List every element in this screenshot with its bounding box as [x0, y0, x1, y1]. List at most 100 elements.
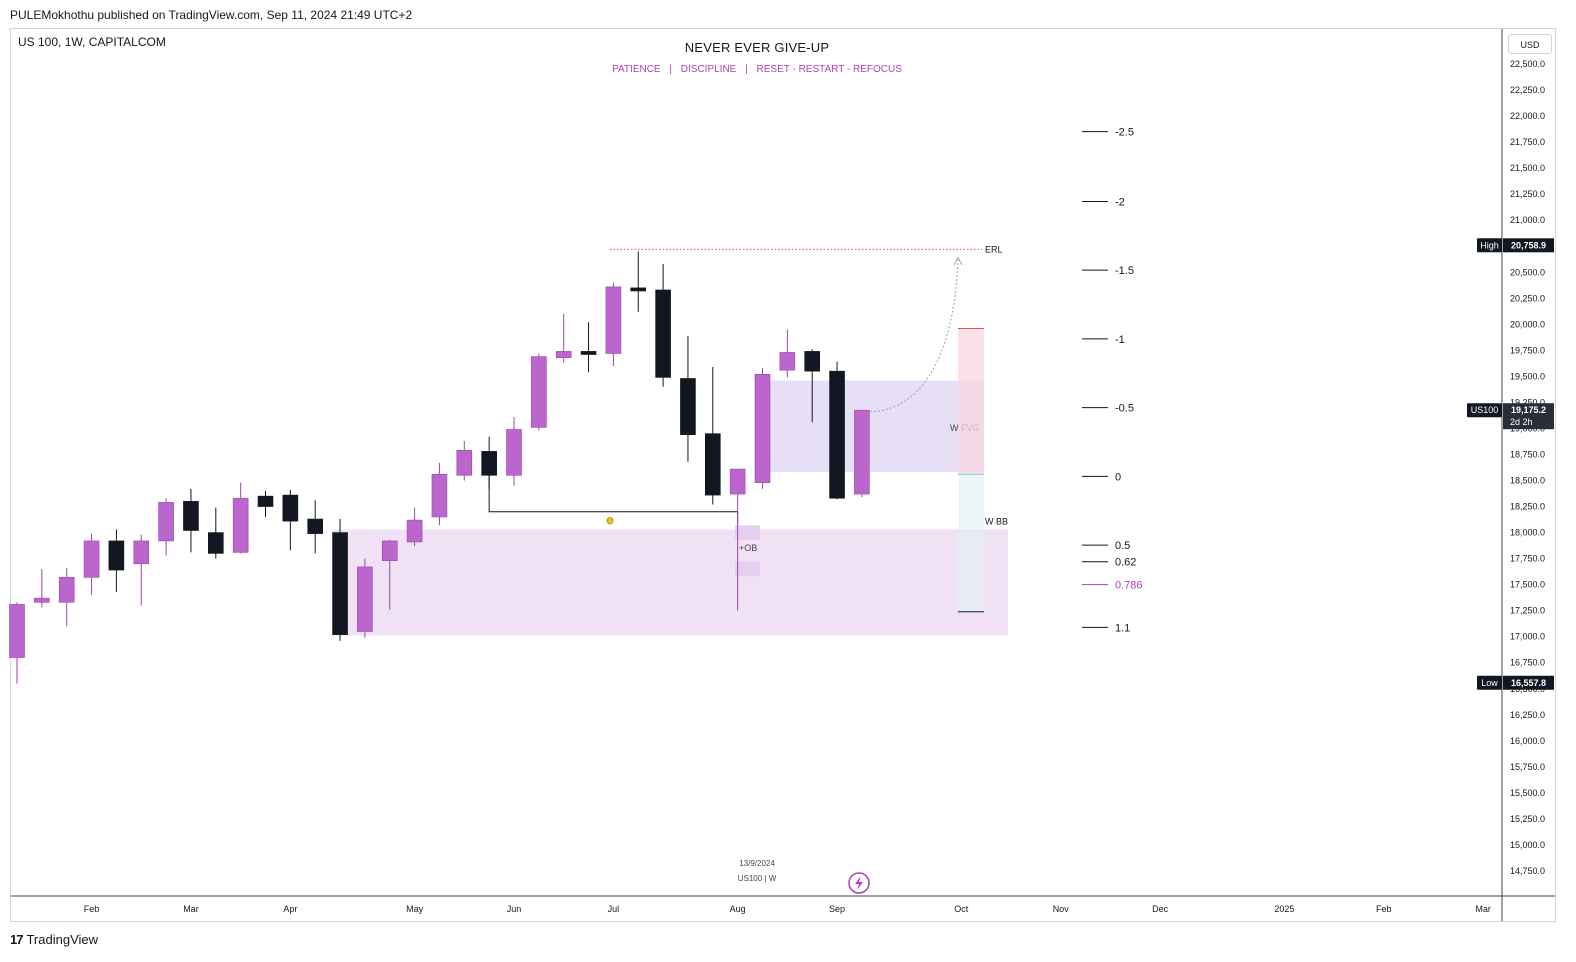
candle-body — [381, 540, 398, 561]
candle-body — [704, 433, 721, 496]
watermark-date: 13/9/2024 — [739, 859, 775, 868]
price-tick-label: 19,750.0 — [1510, 345, 1545, 355]
candle-body — [605, 286, 622, 354]
price-tick-label: 20,500.0 — [1510, 267, 1545, 277]
lightning-bolt — [855, 876, 863, 890]
candle-body — [531, 356, 547, 428]
candle-body — [729, 468, 746, 495]
price-tick-label: 21,250.0 — [1510, 189, 1545, 199]
time-tick-label: 2025 — [1274, 904, 1294, 914]
candle-body — [779, 352, 796, 371]
candle-body — [208, 532, 224, 554]
candle-body — [555, 351, 572, 358]
time-tick-label: Feb — [1376, 904, 1392, 914]
price-tick-label: 17,000.0 — [1510, 632, 1545, 642]
candle-body — [431, 473, 448, 518]
price-tick-label: 19,250.0 — [1510, 397, 1545, 407]
candle-body — [854, 409, 870, 495]
time-tick-label: Feb — [84, 904, 100, 914]
subtitle-patience: PATIENCE — [612, 64, 661, 75]
w-bb-label: W BB — [985, 516, 1008, 526]
price-tick-label: 14,750.0 — [1510, 866, 1545, 876]
price-tick-label: 15,000.0 — [1510, 840, 1545, 850]
time-tick-label: Apr — [283, 904, 297, 914]
fib-level-label: -2.5 — [1115, 127, 1134, 139]
time-tick-label: Nov — [1053, 904, 1070, 914]
candle-body — [406, 519, 423, 543]
candle-body — [34, 597, 50, 603]
current-price-bg — [1503, 403, 1554, 430]
tradingview-brand: TradingView — [26, 932, 99, 947]
low-price-value-bg — [1503, 675, 1554, 690]
candle-body — [357, 566, 373, 632]
subtitle-discipline: DISCIPLINE — [680, 64, 737, 75]
price-tick-label: 15,750.0 — [1510, 762, 1545, 772]
candle-body — [655, 289, 671, 378]
high-price-value: 20,758.9 — [1511, 240, 1546, 250]
fib-level-label: 1.1 — [1115, 622, 1130, 634]
price-tick-label: 18,500.0 — [1510, 476, 1545, 486]
fib-level-label: 0.786 — [1115, 580, 1143, 592]
currency-button[interactable]: USD — [1508, 34, 1552, 54]
w-bb-zone — [332, 529, 1008, 636]
fib-level-label: 0 — [1115, 471, 1121, 483]
price-tick-label: 22,500.0 — [1510, 59, 1545, 69]
candle-body — [257, 495, 274, 507]
candle-body — [58, 577, 75, 603]
time-tick-label: Sep — [829, 904, 845, 914]
price-tick-label: 18,000.0 — [1510, 528, 1545, 538]
candle-body — [83, 540, 100, 578]
time-tick-label: May — [406, 904, 424, 914]
tradingview-logo-icon: 17 — [10, 932, 24, 947]
ob-label: +OB — [739, 543, 757, 553]
current-symbol-tag: US100 — [1471, 405, 1499, 415]
chart-frame — [10, 28, 1556, 922]
publisher-line: PULEMokhothu published on TradingView.co… — [10, 8, 413, 22]
low-price-value: 16,557.8 — [1511, 678, 1546, 688]
current-symbol-tag-bg — [1467, 403, 1502, 418]
target-zone — [958, 328, 984, 475]
time-tick-label: Dec — [1152, 904, 1169, 914]
price-tick-label: 22,250.0 — [1510, 85, 1545, 95]
time-tick-label: Jul — [608, 904, 620, 914]
price-tick-label: 20,000.0 — [1510, 319, 1545, 329]
candle-body — [307, 518, 324, 534]
ob-block-lower — [735, 561, 760, 577]
lightbulb-icon — [606, 517, 614, 525]
erl-label: ERL — [985, 244, 1003, 254]
candle-body — [754, 374, 771, 483]
w-fvg-zone — [762, 380, 984, 473]
candle-body — [481, 451, 497, 476]
price-tick-label: 16,250.0 — [1510, 710, 1545, 720]
price-tick-label: 22,000.0 — [1510, 111, 1545, 121]
time-tick-label: Mar — [1475, 904, 1491, 914]
price-tick-label: 15,250.0 — [1510, 814, 1545, 824]
fib-level-label: -1 — [1115, 334, 1125, 346]
price-tick-label: 16,000.0 — [1510, 736, 1545, 746]
symbol-legend[interactable]: US 100, 1W, CAPITALCOM — [18, 35, 166, 49]
high-price-tag-bg — [1477, 238, 1502, 253]
price-tick-label: 19,500.0 — [1510, 371, 1545, 381]
price-tick-label: 17,250.0 — [1510, 606, 1545, 616]
current-countdown: 2d 2h — [1510, 417, 1533, 427]
candle-body — [506, 429, 522, 476]
fib-level-label: -0.5 — [1115, 403, 1134, 415]
watermark-symbol: US100 | W — [737, 874, 777, 883]
candle-body — [680, 378, 696, 435]
tradingview-logo[interactable]: 17 TradingView — [10, 932, 98, 947]
projection-arrowhead — [953, 256, 963, 266]
candle-body — [829, 370, 845, 499]
fib-level-label: -2 — [1115, 196, 1125, 208]
current-price-value: 19,175.2 — [1511, 405, 1546, 415]
projection-path — [869, 259, 959, 413]
candle-body — [630, 287, 647, 292]
candle-body — [133, 540, 150, 565]
price-tick-label: 17,750.0 — [1510, 554, 1545, 564]
fib-level-label: 0.5 — [1115, 540, 1130, 552]
sweep-line — [488, 460, 739, 525]
candle-body — [804, 351, 821, 372]
chart-title: NEVER EVER GIVE-UP — [684, 40, 830, 55]
price-tick-label: 21,750.0 — [1510, 137, 1545, 147]
time-tick-label: Mar — [183, 904, 199, 914]
